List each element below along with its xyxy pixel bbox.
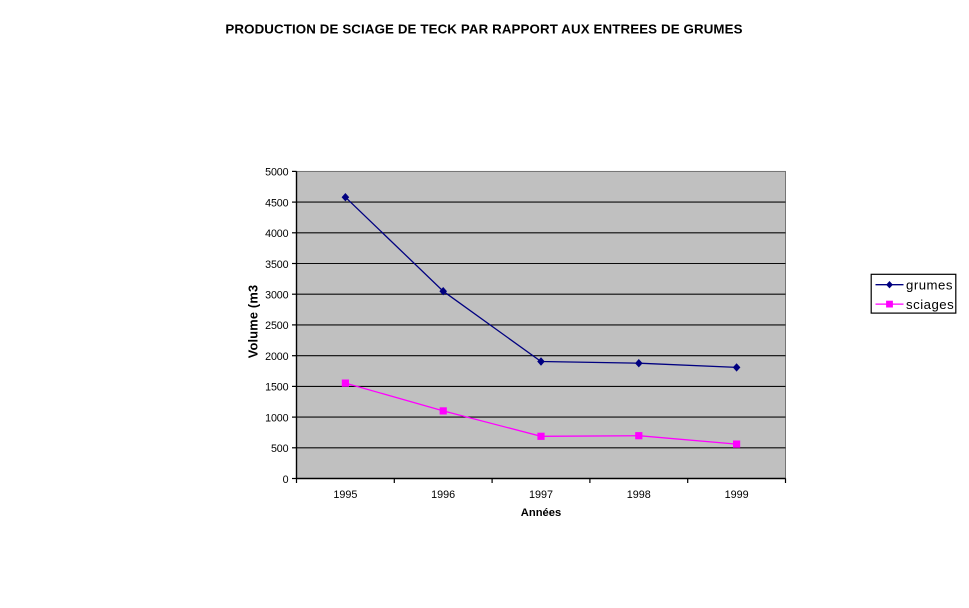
svg-text:4000: 4000: [265, 228, 289, 240]
svg-text:Années: Années: [521, 507, 561, 519]
svg-text:3500: 3500: [265, 259, 289, 271]
svg-text:grumes: grumes: [906, 278, 953, 293]
svg-text:5000: 5000: [265, 167, 289, 179]
svg-text:Volume (m3: Volume (m3: [246, 285, 261, 359]
svg-text:4500: 4500: [265, 197, 289, 209]
svg-text:PRODUCTION DE SCIAGE DE TECK P: PRODUCTION DE SCIAGE DE TECK PAR RAPPORT…: [225, 22, 742, 37]
svg-text:1997: 1997: [529, 489, 553, 501]
svg-text:1998: 1998: [627, 489, 651, 501]
svg-text:1995: 1995: [333, 489, 357, 501]
svg-text:1996: 1996: [431, 489, 455, 501]
svg-text:2000: 2000: [265, 351, 289, 363]
svg-text:1500: 1500: [265, 382, 289, 394]
svg-text:3000: 3000: [265, 290, 289, 302]
svg-text:1999: 1999: [725, 489, 749, 501]
svg-text:500: 500: [271, 443, 289, 455]
svg-text:1000: 1000: [265, 412, 289, 424]
svg-text:2500: 2500: [265, 320, 289, 332]
svg-text:sciages: sciages: [906, 297, 954, 312]
svg-text:0: 0: [283, 474, 289, 486]
